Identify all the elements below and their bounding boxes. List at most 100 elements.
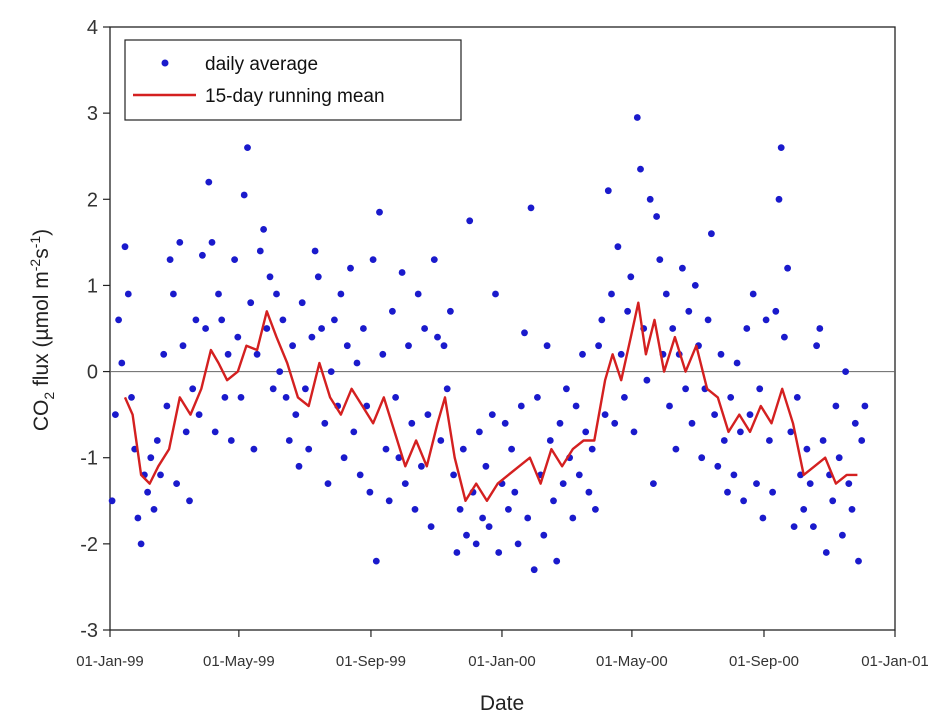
daily-average-point — [653, 213, 660, 220]
daily-average-point — [756, 385, 764, 393]
daily-average-point — [134, 514, 142, 522]
running-mean-line — [123, 301, 858, 502]
daily-average-point — [195, 411, 203, 418]
x-tick-label: 01-May-99 — [203, 653, 275, 670]
daily-average-point — [482, 462, 490, 470]
daily-average-point — [173, 480, 181, 487]
daily-average-point — [256, 247, 264, 255]
daily-average-point — [637, 165, 644, 173]
daily-average-point — [546, 437, 554, 444]
daily-average-point — [813, 342, 820, 350]
daily-average-point — [819, 437, 827, 444]
daily-average-point — [488, 411, 496, 418]
daily-average-point — [372, 557, 380, 565]
daily-average-point — [466, 217, 474, 225]
daily-average-point — [781, 333, 788, 341]
daily-average-point — [389, 307, 396, 315]
daily-average-point — [540, 531, 548, 539]
daily-average-point — [630, 428, 638, 436]
daily-average-point — [543, 342, 551, 350]
daily-average-point — [221, 394, 229, 401]
y-tick-label: 3 — [87, 103, 98, 125]
daily-average-point — [633, 114, 641, 121]
daily-average-point — [746, 411, 754, 418]
daily-average-point — [453, 549, 461, 556]
daily-average-point — [327, 368, 335, 375]
daily-average-point — [240, 191, 248, 199]
legend-daily-average-marker — [161, 59, 169, 67]
daily-average-point — [717, 350, 725, 358]
daily-average-point — [624, 307, 631, 315]
daily-average-point — [534, 394, 541, 401]
daily-average-point — [730, 471, 738, 479]
daily-average-point — [749, 290, 757, 298]
daily-average-point — [157, 471, 164, 479]
daily-average-point — [224, 350, 232, 358]
daily-average-point — [727, 394, 735, 401]
daily-average-point — [408, 419, 416, 427]
daily-average-point — [592, 506, 599, 513]
daily-average-point — [572, 402, 580, 410]
daily-average-point — [237, 394, 245, 401]
daily-average-point — [621, 394, 628, 401]
x-tick-label: 01-Jan-01 — [861, 653, 929, 670]
daily-average-point — [662, 290, 670, 298]
daily-average-point — [829, 497, 837, 505]
daily-average-point — [424, 411, 432, 418]
daily-average-point — [289, 342, 296, 350]
daily-average-point — [691, 282, 699, 289]
daily-average-point — [832, 402, 840, 410]
daily-average-point — [366, 488, 374, 496]
daily-average-point — [527, 204, 535, 212]
daily-average-point — [411, 506, 419, 513]
daily-average-point — [430, 256, 438, 263]
daily-average-point — [784, 264, 791, 272]
daily-average-point — [604, 187, 612, 195]
y-tick-label: 4 — [87, 17, 98, 39]
daily-average-point — [787, 428, 795, 436]
daily-average-point — [350, 428, 358, 436]
daily-average-point — [395, 454, 403, 462]
daily-average-point — [556, 419, 564, 427]
daily-average-point — [215, 290, 222, 298]
daily-average-point — [305, 445, 313, 453]
daily-average-point — [463, 531, 470, 539]
daily-average-point — [848, 506, 856, 513]
daily-average-point — [392, 394, 399, 401]
daily-average-point — [517, 402, 525, 410]
legend: daily average 15-day running mean — [124, 39, 462, 121]
x-axis: 01-Jan-99 01-May-99 01-Sep-99 01-Jan-00 01-M… — [76, 630, 929, 670]
daily-average-point — [704, 316, 712, 324]
daily-average-point — [793, 394, 801, 401]
daily-average-point — [608, 290, 615, 298]
daily-average-point — [806, 480, 814, 487]
daily-average-point — [740, 497, 747, 505]
daily-average-point — [810, 523, 817, 530]
daily-average-point — [456, 506, 464, 513]
x-axis-title: Date — [480, 692, 524, 715]
daily-average-point — [800, 506, 808, 513]
y-tick-label: 0 — [87, 362, 98, 384]
daily-average-point — [253, 350, 261, 358]
daily-average-point — [295, 462, 303, 470]
daily-average-point — [861, 402, 869, 410]
daily-average-point — [479, 514, 486, 522]
daily-average-point — [839, 531, 846, 539]
daily-average-point — [182, 428, 190, 436]
daily-average-point — [579, 350, 586, 358]
daily-average-point — [360, 325, 367, 332]
daily-average-point — [434, 333, 441, 341]
daily-average-point — [459, 445, 467, 453]
daily-average-point — [495, 549, 503, 556]
daily-average-point — [769, 488, 776, 496]
daily-average-point — [679, 264, 686, 272]
daily-average-point — [211, 428, 219, 436]
y-axis: -3 -2 -1 0 1 2 3 4 — [80, 17, 110, 642]
x-tick-label: 01-Sep-99 — [336, 653, 406, 670]
daily-average-point — [443, 385, 451, 393]
daily-average-point — [772, 307, 780, 315]
daily-average-point — [421, 325, 428, 332]
daily-average-point — [112, 411, 119, 418]
daily-average-point — [279, 316, 287, 324]
y-tick-label: -2 — [80, 534, 98, 556]
